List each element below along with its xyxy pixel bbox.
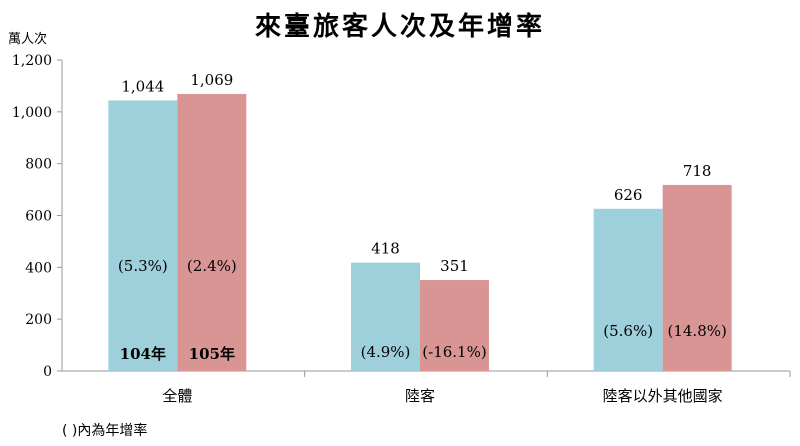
bar xyxy=(108,100,178,372)
series-label: 104年 xyxy=(120,345,166,363)
growth-rate-label: (5.3%) xyxy=(118,257,168,275)
chart-title: 來臺旅客人次及年增率 xyxy=(254,12,545,42)
growth-rate-label: (5.6%) xyxy=(603,322,653,340)
x-category-label: 全體 xyxy=(162,387,192,405)
y-tick-label: 1,200 xyxy=(12,53,52,69)
y-tick-label: 0 xyxy=(43,364,52,380)
bar xyxy=(177,93,247,371)
series-label: 105年 xyxy=(189,345,235,363)
data-label: 351 xyxy=(440,257,469,275)
growth-rate-label: (14.8%) xyxy=(667,322,726,340)
bar xyxy=(420,280,489,371)
bar xyxy=(593,208,663,371)
x-category-label: 陸客 xyxy=(405,387,435,405)
data-label: 418 xyxy=(371,240,400,258)
bar xyxy=(662,184,732,371)
y-tick-label: 1,000 xyxy=(12,105,52,121)
data-label: 1,044 xyxy=(121,77,164,95)
growth-rate-label: (-16.1%) xyxy=(422,343,486,361)
y-tick-label: 200 xyxy=(25,312,52,328)
data-label: 718 xyxy=(683,162,712,180)
growth-rate-label: (2.4%) xyxy=(187,257,237,275)
data-label: 626 xyxy=(614,186,643,204)
y-tick-label: 800 xyxy=(25,157,52,173)
y-tick-label: 600 xyxy=(25,209,52,225)
bars xyxy=(108,93,732,372)
y-tick-label: 400 xyxy=(25,260,52,276)
growth-rate-label: (4.9%) xyxy=(361,343,411,361)
footnote: ( )內為年增率 xyxy=(62,423,148,439)
x-category-label: 陸客以外其他國家 xyxy=(603,387,723,405)
y-axis-unit-label: 萬人次 xyxy=(8,32,48,47)
bar xyxy=(351,262,420,371)
data-label: 1,069 xyxy=(190,71,233,89)
